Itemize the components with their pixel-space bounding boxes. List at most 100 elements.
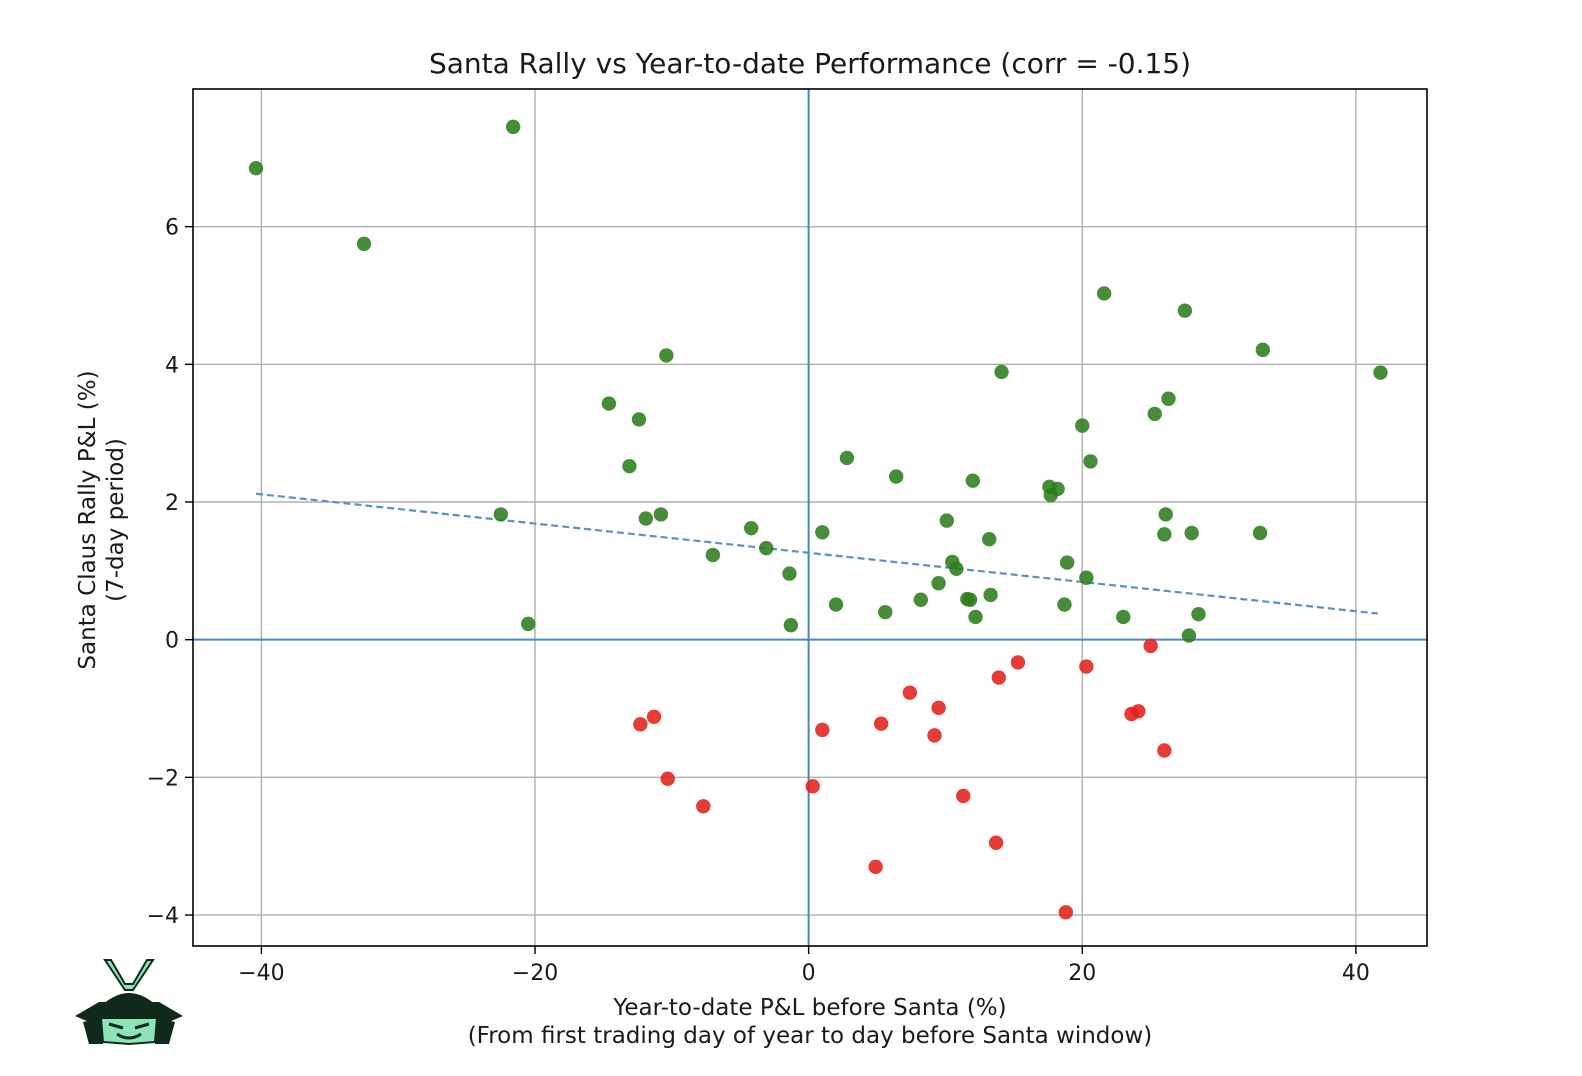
positive-data-point — [994, 364, 1009, 380]
positive-data-point — [601, 396, 617, 411]
x-tick-label: 0 — [802, 961, 816, 986]
positive-data-point — [1255, 342, 1271, 358]
negative-data-point — [902, 685, 918, 700]
x-axis-sublabel: (From first trading day of year to day b… — [468, 1023, 1153, 1049]
y-tick-label: 4 — [165, 353, 179, 378]
y-axis-sublabel: (7-day period) — [103, 438, 129, 602]
y-tick-label: −4 — [147, 904, 179, 929]
positive-data-point — [759, 540, 774, 556]
x-tick-label: 40 — [1342, 961, 1370, 986]
x-tick-label: 20 — [1068, 961, 1096, 986]
negative-data-point — [646, 709, 662, 724]
positive-data-point — [968, 609, 983, 625]
positive-data-point — [962, 592, 978, 607]
positive-data-point — [983, 587, 998, 603]
negative-data-point — [873, 716, 889, 731]
chart-title: Santa Rally vs Year-to-date Performance … — [429, 47, 1191, 80]
positive-data-point — [878, 604, 893, 620]
positive-data-point — [839, 450, 855, 466]
positive-data-point — [1157, 527, 1172, 542]
negative-data-point — [988, 835, 1004, 850]
helmet-mask — [99, 1017, 159, 1046]
x-tick-label: −20 — [512, 961, 558, 986]
positive-data-point — [1075, 418, 1090, 433]
positive-data-point — [1252, 525, 1268, 541]
positive-data-point — [783, 618, 799, 633]
negative-data-point — [1058, 905, 1074, 920]
negative-data-point — [805, 779, 820, 794]
positive-data-point — [653, 507, 669, 522]
y-tick-label: 6 — [165, 216, 179, 241]
helmet-side-left — [83, 1018, 103, 1044]
x-tick-label: −40 — [238, 961, 284, 986]
positive-data-point — [815, 525, 830, 540]
positive-data-point — [743, 520, 759, 536]
positive-data-point — [1059, 555, 1075, 570]
negative-data-point — [931, 700, 946, 716]
x-axis-label: Year-to-date P&L before Santa (%) — [612, 995, 1006, 1021]
positive-data-point — [1158, 507, 1173, 522]
positive-data-point — [1181, 628, 1197, 643]
positive-data-point — [949, 561, 964, 576]
positive-data-point — [931, 576, 946, 591]
negative-data-point — [696, 799, 711, 814]
positive-data-point — [631, 412, 647, 427]
positive-data-point — [1177, 303, 1193, 318]
negative-data-point — [991, 670, 1006, 685]
negative-data-point — [956, 788, 971, 804]
y-tick-label: −2 — [147, 766, 179, 791]
y-axis-label: Santa Claus Rally P&L (%) — [75, 370, 101, 669]
positive-data-point — [493, 507, 509, 522]
helmet-horns — [103, 959, 155, 991]
plot-frame — [192, 88, 1428, 947]
positive-data-point — [939, 513, 955, 528]
positive-data-point — [1184, 525, 1199, 541]
y-tick-label: 2 — [165, 491, 179, 516]
positive-data-point — [1083, 454, 1098, 469]
negative-data-point — [633, 717, 648, 732]
helmet-eyes — [108, 1022, 150, 1030]
positive-data-point — [1057, 597, 1072, 612]
positive-data-point — [520, 616, 536, 632]
positive-data-point — [356, 236, 372, 252]
trend-line — [255, 492, 1378, 615]
positive-data-point — [888, 469, 904, 484]
trend-line-layer — [255, 492, 1378, 615]
positive-data-point — [622, 459, 637, 474]
positive-data-point — [1096, 286, 1112, 301]
positive-data-point — [913, 592, 929, 607]
negative-data-point — [1131, 704, 1146, 719]
negative-data-point — [927, 728, 942, 743]
y-ticks: −4 −2 0 2 4 6 — [147, 216, 193, 929]
positive-data-point — [1116, 609, 1131, 625]
negative-data-point — [1143, 638, 1158, 654]
negative-data-point — [1079, 659, 1094, 674]
positive-data-point — [982, 531, 997, 547]
negative-data-point — [1010, 655, 1026, 670]
negative-data-point — [868, 859, 883, 875]
samurai-helmet-logo — [75, 959, 183, 1046]
positive-data-point — [638, 511, 654, 526]
data-points — [248, 119, 1388, 920]
x-ticks: −40 −20 0 20 40 — [238, 946, 1370, 986]
positive-data-point — [248, 160, 264, 176]
positive-data-point — [1147, 406, 1162, 422]
positive-data-point — [1079, 570, 1094, 585]
positive-data-point — [659, 348, 674, 363]
positive-data-point — [828, 597, 844, 612]
reference-lines — [193, 89, 1427, 946]
positive-data-point — [1373, 365, 1388, 380]
positive-data-point — [1191, 607, 1206, 622]
negative-data-point — [815, 722, 830, 738]
grid-layer — [193, 89, 1427, 946]
positive-data-point — [1050, 481, 1065, 497]
positive-data-point — [782, 566, 797, 581]
positive-data-point — [505, 119, 521, 135]
negative-data-point — [660, 771, 675, 786]
positive-data-point — [965, 473, 981, 488]
y-tick-label: 0 — [165, 629, 179, 654]
positive-data-point — [1161, 391, 1176, 406]
positive-data-point — [705, 547, 721, 563]
